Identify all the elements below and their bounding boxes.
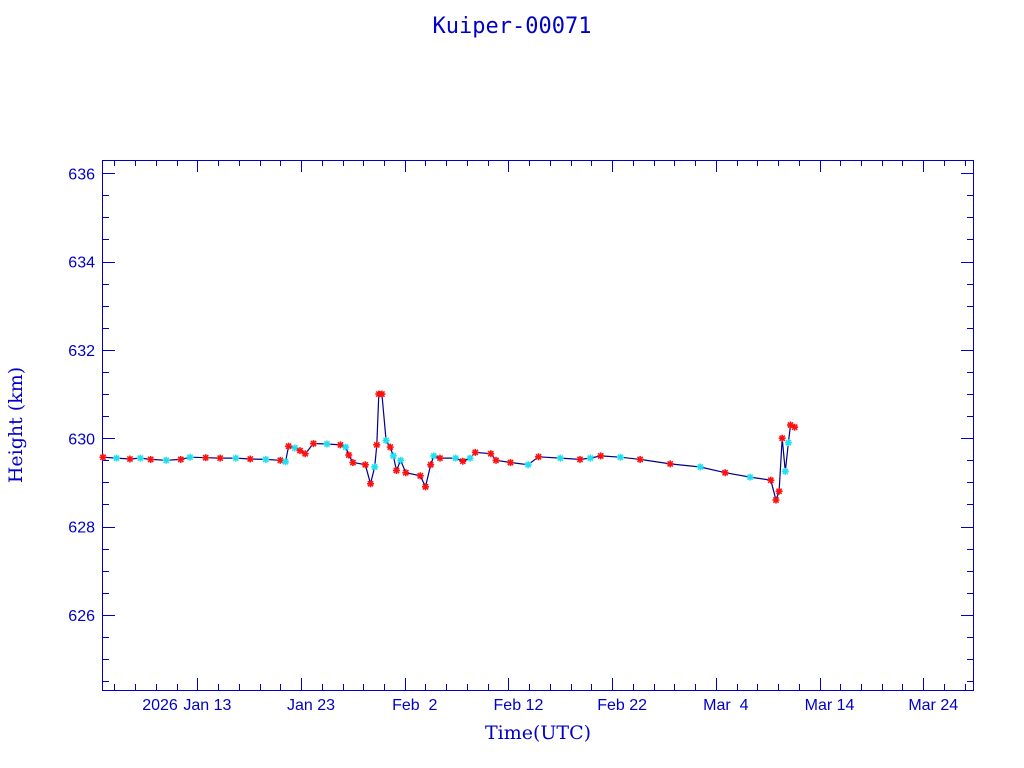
data-point-marker <box>246 455 254 463</box>
data-point-marker <box>430 452 438 460</box>
data-point-marker <box>775 487 783 495</box>
x-tick-label: Feb 22 <box>597 697 647 714</box>
data-point-marker <box>597 452 605 460</box>
data-point-marker <box>186 453 194 461</box>
y-tick-label: 634 <box>68 255 95 272</box>
data-point-marker <box>276 456 284 464</box>
data-point-marker <box>436 454 444 462</box>
data-point-marker <box>666 460 674 468</box>
data-point-marker <box>361 461 369 469</box>
data-point-marker <box>323 440 331 448</box>
y-tick-label: 632 <box>68 343 95 360</box>
plot-frame <box>102 160 974 691</box>
data-point-marker <box>349 459 357 467</box>
data-point-marker <box>487 450 495 458</box>
data-point-marker <box>282 458 290 466</box>
data-point-marker <box>636 455 644 463</box>
data-point-marker <box>373 441 381 449</box>
data-point-marker <box>586 454 594 462</box>
data-point-marker <box>392 466 400 474</box>
x-tick-label: Feb 2 <box>392 697 437 714</box>
data-point-marker <box>772 496 780 504</box>
y-tick-label: 626 <box>68 608 95 625</box>
data-point-marker <box>524 461 532 469</box>
data-point-marker <box>402 469 410 477</box>
data-point-marker <box>301 450 309 458</box>
data-point-marker <box>781 467 789 475</box>
data-point-marker <box>452 454 460 462</box>
x-tick-label: Mar 4 <box>703 697 748 714</box>
data-point-marker <box>397 456 405 464</box>
x-tick-label: Jan 13 <box>183 697 231 714</box>
data-point-marker <box>535 453 543 461</box>
series-line-height <box>102 393 795 503</box>
data-point-marker <box>459 457 467 465</box>
data-point-marker <box>99 453 107 461</box>
data-point-marker <box>136 454 144 462</box>
data-point-marker <box>696 463 704 471</box>
data-point-marker <box>371 463 379 471</box>
data-point-marker <box>471 448 479 456</box>
data-point-marker <box>721 469 729 477</box>
data-point-marker <box>216 454 224 462</box>
y-tick-label: 636 <box>68 166 95 183</box>
data-point-marker <box>382 436 390 444</box>
data-point-marker <box>466 454 474 462</box>
data-point-marker <box>389 452 397 460</box>
data-point-marker <box>778 434 786 442</box>
data-point-marker <box>177 455 185 463</box>
y-axis-label: Height (km) <box>5 367 27 483</box>
data-point-marker <box>784 439 792 447</box>
data-point-marker <box>507 459 515 467</box>
data-point-marker <box>291 444 299 452</box>
x-tick-label: Jan 23 <box>287 697 335 714</box>
data-point-marker <box>746 473 754 481</box>
data-point-marker <box>791 423 799 431</box>
data-point-marker <box>202 454 210 462</box>
data-point-marker <box>285 442 293 450</box>
data-point-marker <box>232 454 240 462</box>
x-tick-label: Mar 24 <box>908 697 958 714</box>
data-point-marker <box>147 455 155 463</box>
data-point-marker <box>616 453 624 461</box>
data-point-marker <box>112 454 120 462</box>
data-point-marker <box>162 456 170 464</box>
data-point-marker <box>416 472 424 480</box>
data-point-marker <box>262 455 270 463</box>
data-point-marker <box>345 451 353 459</box>
x-year-label: 2026 <box>142 697 178 714</box>
data-point-marker <box>378 390 386 398</box>
x-axis-label: Time(UTC) <box>485 722 591 744</box>
data-point-marker <box>386 443 394 451</box>
data-point-marker <box>492 456 500 464</box>
data-point-marker <box>556 454 564 462</box>
data-point-marker <box>767 476 775 484</box>
data-point-marker <box>576 455 584 463</box>
data-point-marker <box>342 443 350 451</box>
x-tick-label: Feb 12 <box>494 697 544 714</box>
y-tick-label: 628 <box>68 520 95 537</box>
data-point-marker <box>421 483 429 491</box>
x-tick-label: Mar 14 <box>805 697 855 714</box>
data-point-marker <box>296 447 304 455</box>
y-tick-label: 630 <box>68 431 95 448</box>
data-point-marker <box>367 480 375 488</box>
chart-title: Kuiper-00071 <box>432 14 592 39</box>
data-point-marker <box>427 461 435 469</box>
data-point-marker <box>126 455 134 463</box>
data-point-marker <box>310 440 318 448</box>
